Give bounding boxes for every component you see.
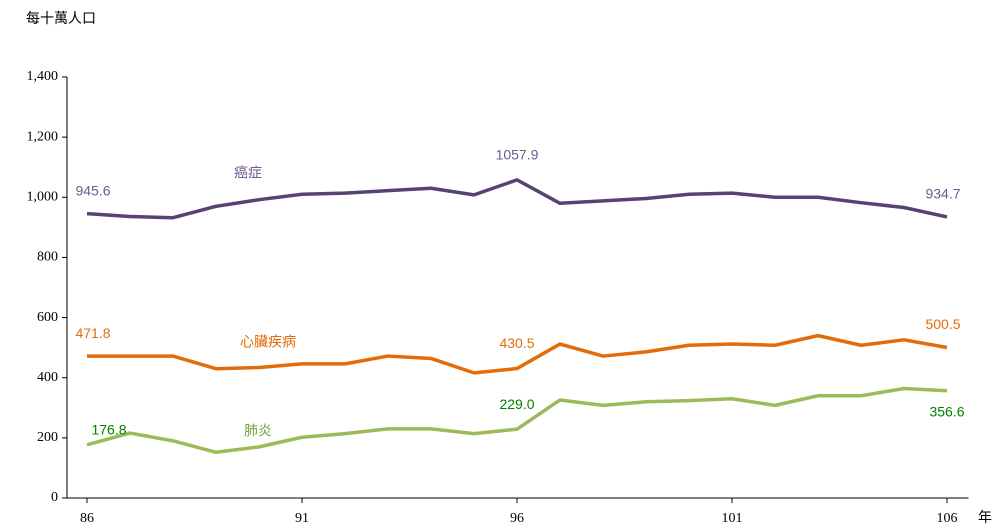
y-tick-label: 800 <box>37 250 58 265</box>
x-tick-label: 96 <box>510 511 524 526</box>
data-label: 500.5 <box>925 316 960 332</box>
series-name: 肺炎 <box>244 423 272 439</box>
data-label: 356.6 <box>929 403 964 419</box>
x-tick-label: 101 <box>722 511 743 526</box>
y-tick-label: 1,400 <box>27 69 59 84</box>
y-tick-label: 1,200 <box>27 129 59 144</box>
y-tick-label: 400 <box>37 370 58 385</box>
series-line <box>86 386 948 455</box>
data-label: 471.8 <box>75 325 110 341</box>
y-tick-label: 1,000 <box>27 190 59 205</box>
data-label: 934.7 <box>925 186 960 202</box>
y-tick-label: 200 <box>37 430 58 445</box>
x-tick-label: 86 <box>80 511 94 526</box>
x-tick-label: 91 <box>295 511 309 526</box>
y-tick-label: 0 <box>51 490 58 505</box>
y-axis-label: 每十萬人口 <box>26 11 96 27</box>
series-line <box>86 333 948 375</box>
x-tick-label: 106 <box>937 511 958 526</box>
y-tick-label: 600 <box>37 310 58 325</box>
x-axis-label: 年 <box>978 510 992 526</box>
data-label: 229.0 <box>499 396 534 412</box>
data-label: 945.6 <box>75 182 110 198</box>
series-name: 心臟疾病 <box>240 334 296 350</box>
data-label: 176.8 <box>91 422 126 438</box>
data-label: 430.5 <box>499 335 534 351</box>
series-name: 癌症 <box>234 165 262 181</box>
data-label: 1057.9 <box>496 147 539 163</box>
series-line <box>86 178 948 220</box>
